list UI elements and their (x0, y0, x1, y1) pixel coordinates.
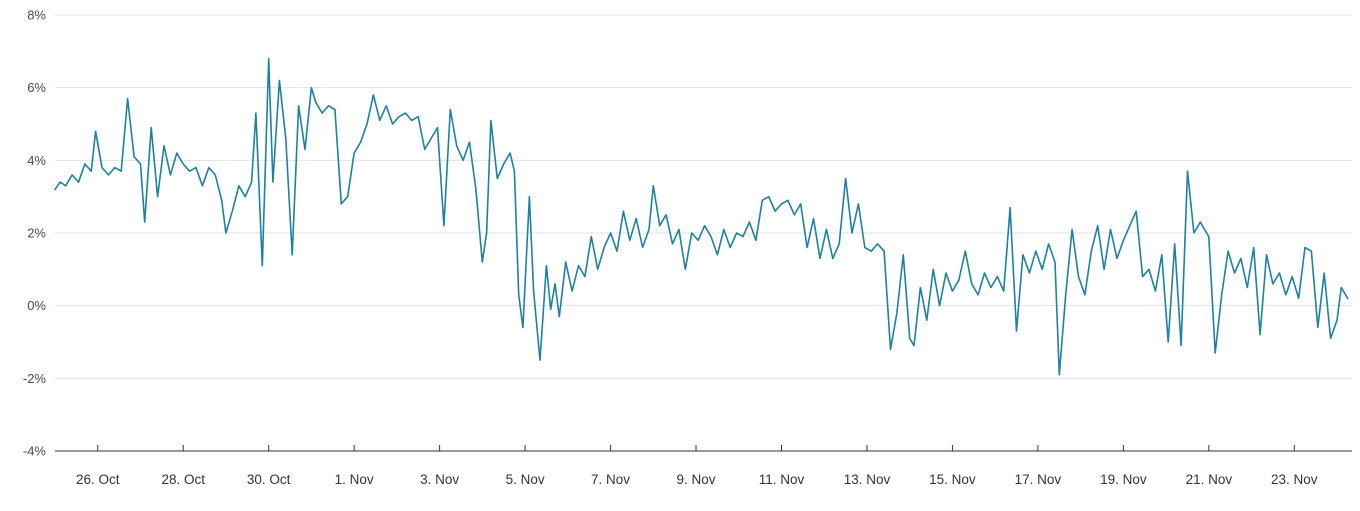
y-axis-label: 6% (27, 80, 46, 95)
x-axis-label: 19. Nov (1100, 472, 1147, 487)
x-axis-label: 1. Nov (335, 472, 374, 487)
x-axis-label: 15. Nov (929, 472, 976, 487)
x-axis-label: 30. Oct (247, 472, 291, 487)
x-axis-label: 5. Nov (506, 472, 545, 487)
x-axis-label: 3. Nov (420, 472, 459, 487)
x-axis-label: 26. Oct (76, 472, 120, 487)
y-axis-label: 0% (27, 298, 46, 313)
y-axis-label: -2% (23, 371, 47, 386)
x-axis-label: 28. Oct (161, 472, 205, 487)
x-axis-label: 13. Nov (844, 472, 891, 487)
x-axis-label: 23. Nov (1271, 472, 1318, 487)
series-line (54, 57, 1349, 376)
x-axis-label: 17. Nov (1015, 472, 1062, 487)
x-axis-label: 9. Nov (677, 472, 716, 487)
y-axis-label: 4% (27, 153, 46, 168)
x-axis-label: 21. Nov (1186, 472, 1233, 487)
y-axis-label: -4% (23, 444, 47, 459)
y-axis-label: 8% (27, 8, 46, 23)
x-axis-label: 7. Nov (591, 472, 630, 487)
x-axis-label: 11. Nov (759, 472, 805, 487)
y-axis-label: 2% (27, 226, 46, 241)
